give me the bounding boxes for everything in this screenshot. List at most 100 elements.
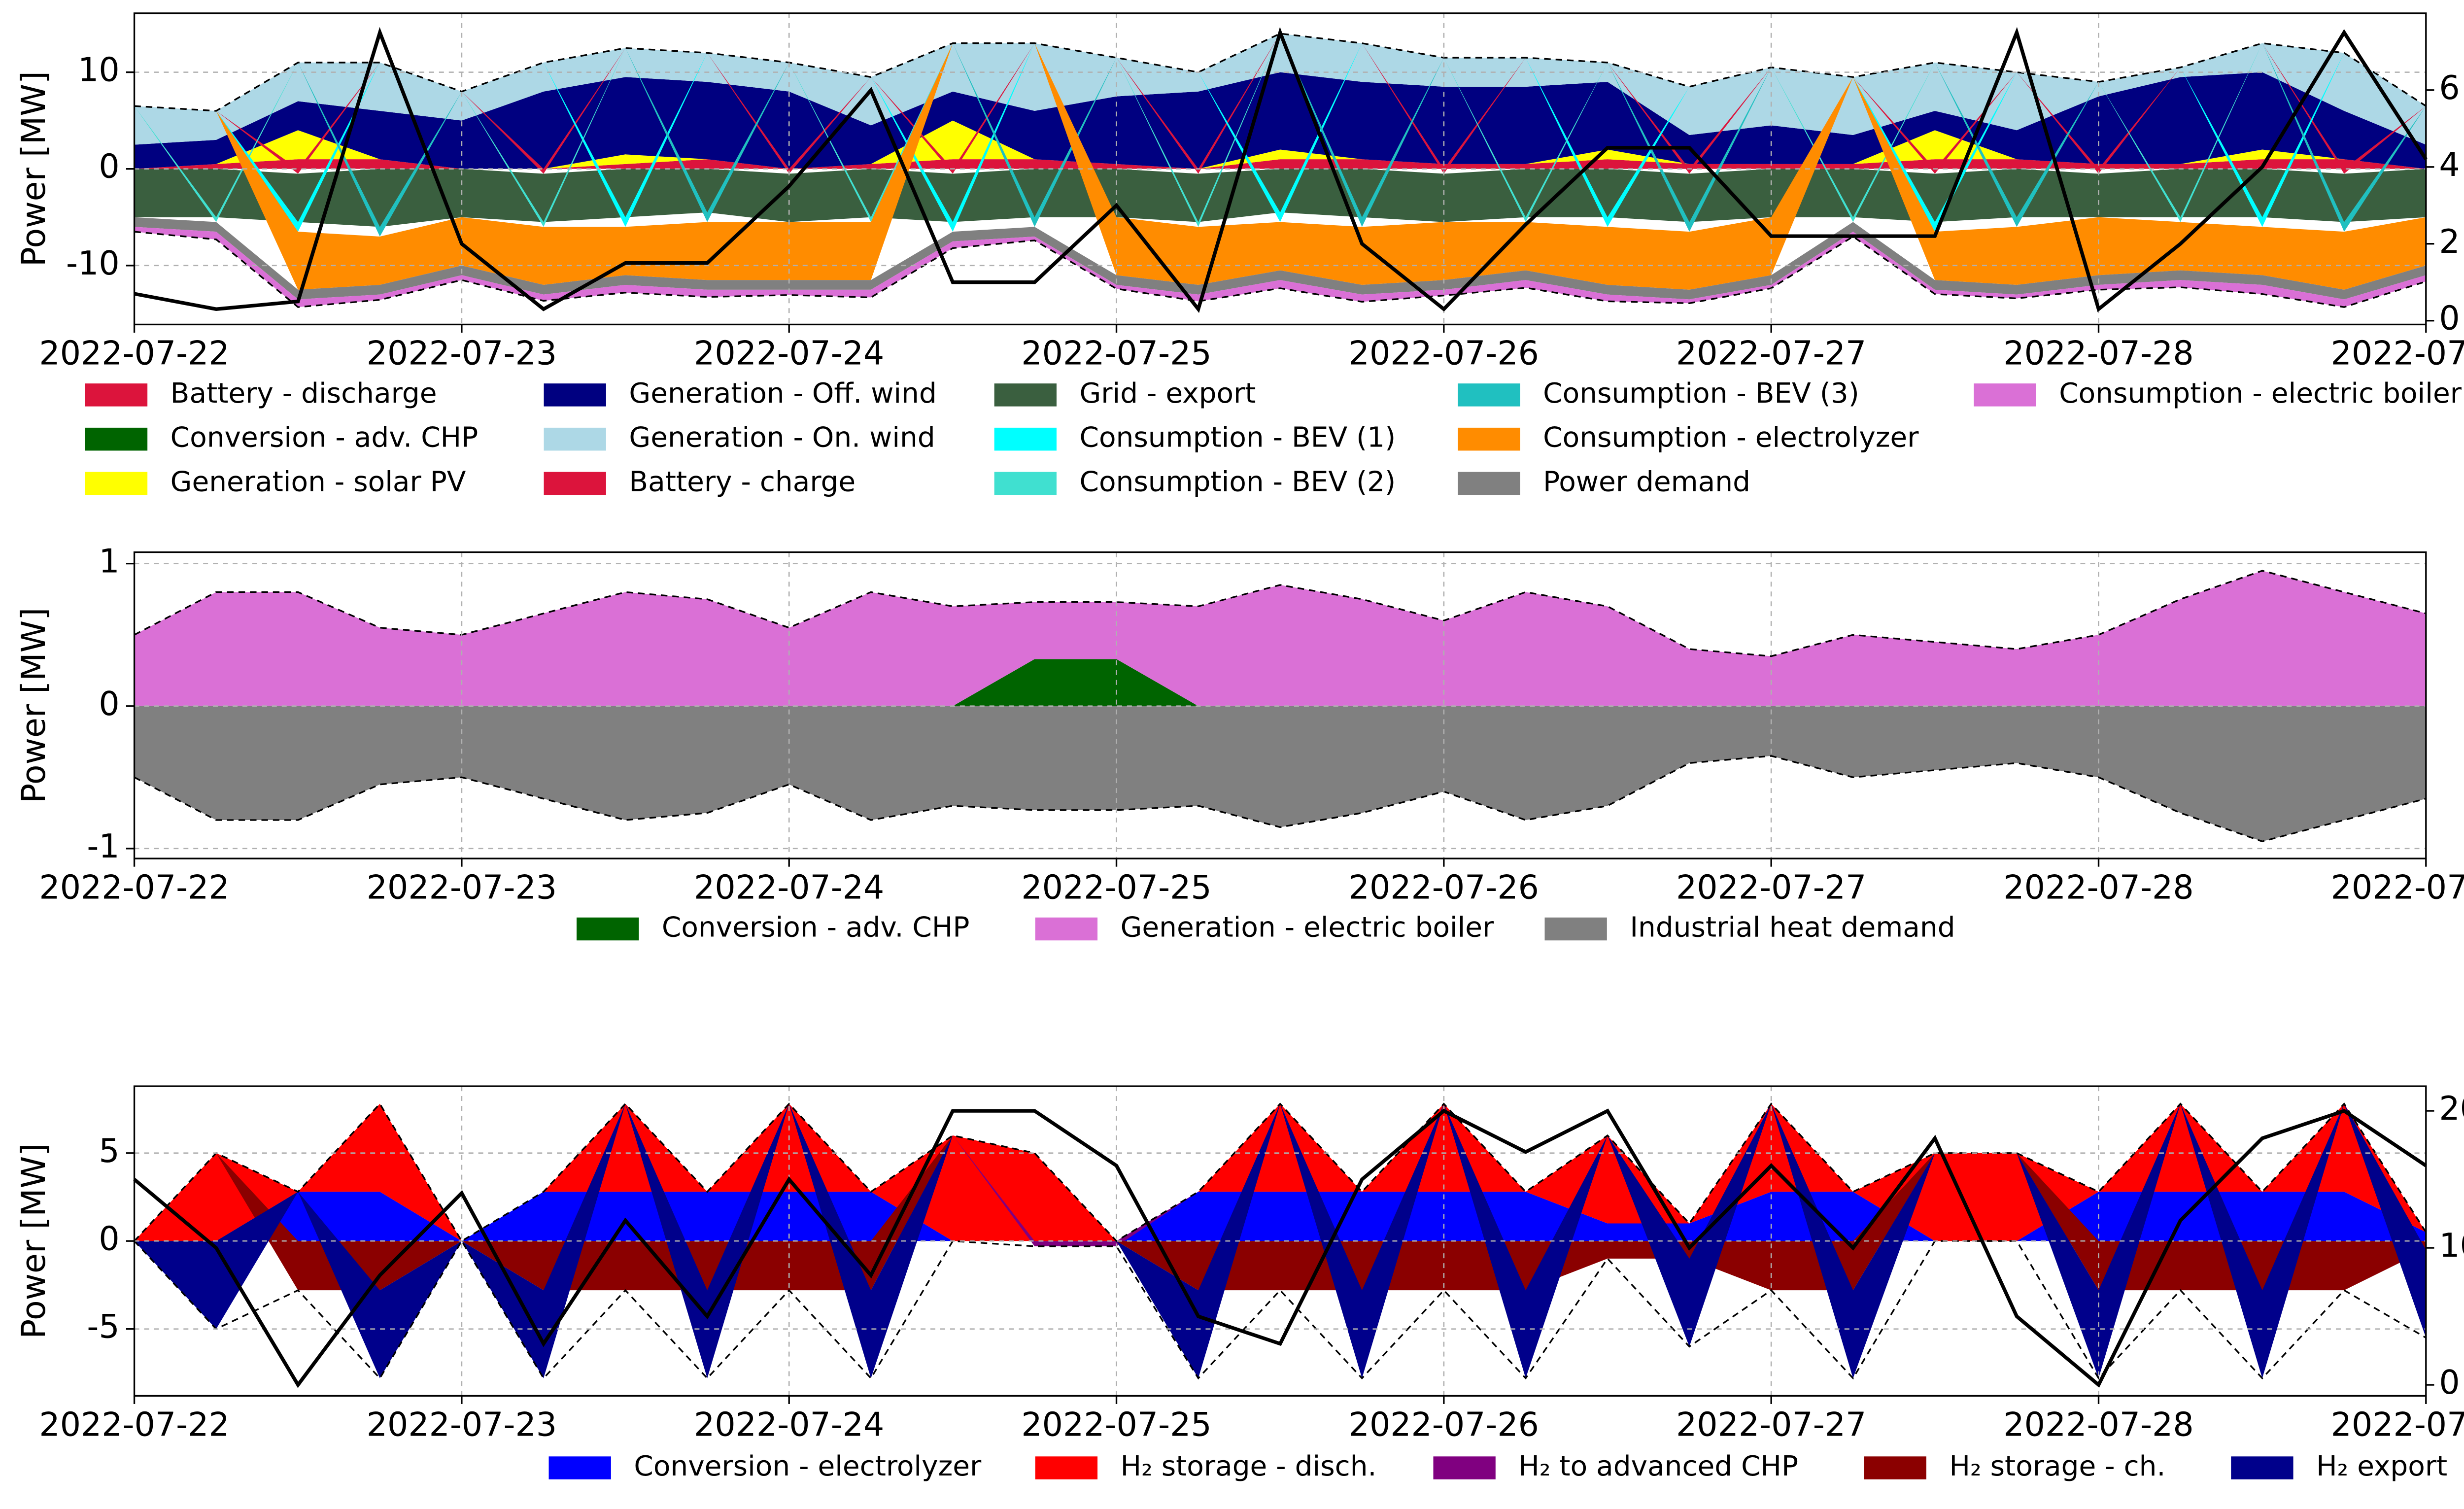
line (133, 1108, 2427, 1388)
legend-swatch (1864, 1456, 1926, 1479)
legend-swatch (1544, 917, 1607, 941)
x-tick-label: 2022-07-26 (1349, 1406, 1539, 1444)
area (134, 571, 2426, 706)
legend-label: H₂ to advanced CHP (1518, 1450, 1798, 1482)
legend-swatch (1458, 472, 1520, 495)
legend-swatch (544, 427, 606, 451)
y2-tick-label: 0 (2439, 299, 2460, 338)
legend-swatch (544, 472, 606, 495)
x-tick-label: 2022-07-22 (39, 334, 229, 373)
stack-outline (134, 755, 2427, 843)
area (134, 72, 2426, 169)
legend-label: Consumption - electric boiler (2059, 377, 2462, 410)
x-tick-label: 2022-07-23 (367, 334, 557, 373)
x-tick-label: 2022-07-24 (694, 1406, 884, 1444)
x-tick-label: 2022-07-29 (2331, 868, 2464, 906)
legend-swatch (994, 383, 1057, 407)
x-tick-label: 2022-07-24 (694, 868, 884, 906)
legend-swatch (1458, 383, 1520, 407)
y-tick-label: 5 (99, 1132, 119, 1170)
x-tick-label: 2022-07-23 (367, 1406, 557, 1444)
plot-frame (133, 1085, 2427, 1397)
x-tick-label: 2022-07-25 (1021, 334, 1211, 373)
y-tick-label: 1 (99, 542, 119, 581)
x-tick-label: 2022-07-28 (2003, 334, 2193, 373)
x-tick-label: 2022-07-25 (1021, 868, 1211, 906)
line (134, 27, 2428, 313)
area (134, 1103, 2426, 1241)
area (134, 217, 2426, 300)
legend-label: H₂ export (2316, 1450, 2447, 1482)
area (134, 706, 2426, 842)
x-tick-label: 2022-07-27 (1676, 334, 1866, 373)
x-tick-label: 2022-07-26 (1349, 868, 1539, 906)
y2-tick-label: 4 (2439, 145, 2460, 184)
legend-label: Industrial heat demand (1630, 912, 1955, 944)
legend-label: Battery - charge (629, 466, 856, 498)
legend-swatch (577, 917, 639, 941)
legend-label: Conversion - adv. CHP (171, 422, 479, 454)
y-tick-label: -5 (87, 1307, 119, 1346)
x-tick-label: 2022-07-24 (694, 334, 884, 373)
x-tick-label: 2022-07-28 (2003, 1406, 2193, 1444)
y-axis-label: Power [MW] (14, 71, 53, 267)
y2-tick-label: 10 (2439, 1226, 2464, 1265)
stack-outline (134, 1239, 2427, 1380)
legend-swatch (85, 427, 148, 451)
x-tick-label: 2022-07-25 (1021, 1406, 1211, 1444)
area (134, 159, 2426, 169)
x-tick-label: 2022-07-27 (1676, 1406, 1866, 1444)
legend-label: Conversion - electrolyzer (634, 1450, 982, 1482)
subplot: 2022-07-22 2022-07-23 2022-07-24 2022-07-25… (14, 1085, 2464, 1482)
stack-outline (134, 231, 2427, 308)
y-tick-label: 0 (99, 685, 119, 723)
legend-label: Consumption - BEV (3) (1543, 377, 1859, 410)
legend-swatch (1035, 917, 1098, 941)
legend-label: Consumption - BEV (2) (1080, 466, 1396, 498)
legend-swatch (85, 383, 148, 407)
legend-label: Generation - solar PV (171, 466, 466, 498)
x-tick-label: 2022-07-28 (2003, 868, 2193, 906)
legend-label: Conversion - adv. CHP (662, 912, 970, 944)
area (134, 1135, 2426, 1291)
legend-swatch (1035, 1456, 1098, 1479)
legend-swatch (1458, 427, 1520, 451)
y2-tick-label: 0 (2439, 1363, 2460, 1402)
x-tick-label: 2022-07-29 (2331, 1406, 2464, 1444)
y-tick-label: -10 (66, 244, 120, 282)
plot-frame (133, 551, 2427, 859)
legend-label: Consumption - BEV (1) (1080, 422, 1396, 454)
x-tick-label: 2022-07-23 (367, 868, 557, 906)
legend-swatch (2231, 1456, 2293, 1479)
area (134, 120, 2426, 169)
subplot: 2022-07-22 2022-07-23 2022-07-24 2022-07-25… (14, 542, 2464, 944)
plot-frame (133, 12, 2427, 326)
area (134, 34, 2426, 145)
y2-tick-label: 6 (2439, 69, 2460, 107)
y-tick-label: 10 (78, 51, 120, 89)
x-tick-label: 2022-07-29 (2331, 334, 2464, 373)
legend-label: Generation - Off. wind (629, 377, 936, 410)
area (134, 1103, 2426, 1378)
legend-swatch (548, 1456, 611, 1479)
legend-label: Consumption - electrolyzer (1543, 422, 1919, 454)
stack-outline (134, 33, 2427, 112)
stack-outline (134, 1102, 2427, 1242)
legend-swatch (544, 383, 606, 407)
subplot: 2022-07-22 2022-07-23 2022-07-24 2022-07-25… (14, 12, 2464, 498)
legend-label: Generation - electric boiler (1121, 912, 1494, 944)
area (134, 227, 2426, 308)
legend-label: H₂ storage - disch. (1121, 1450, 1377, 1482)
x-tick-label: 2022-07-22 (39, 868, 229, 906)
x-tick-label: 2022-07-26 (1349, 334, 1539, 373)
y-tick-label: 0 (99, 1219, 119, 1258)
y2-tick-label: 2 (2439, 222, 2460, 261)
legend-label: Battery - discharge (171, 377, 437, 410)
legend-swatch (994, 472, 1057, 495)
legend-swatch (1433, 1456, 1496, 1479)
y2-tick-label: 20 (2439, 1089, 2464, 1128)
legend-label: H₂ storage - ch. (1950, 1450, 2166, 1482)
legend-label: Grid - export (1080, 377, 1256, 410)
area (134, 43, 2426, 290)
